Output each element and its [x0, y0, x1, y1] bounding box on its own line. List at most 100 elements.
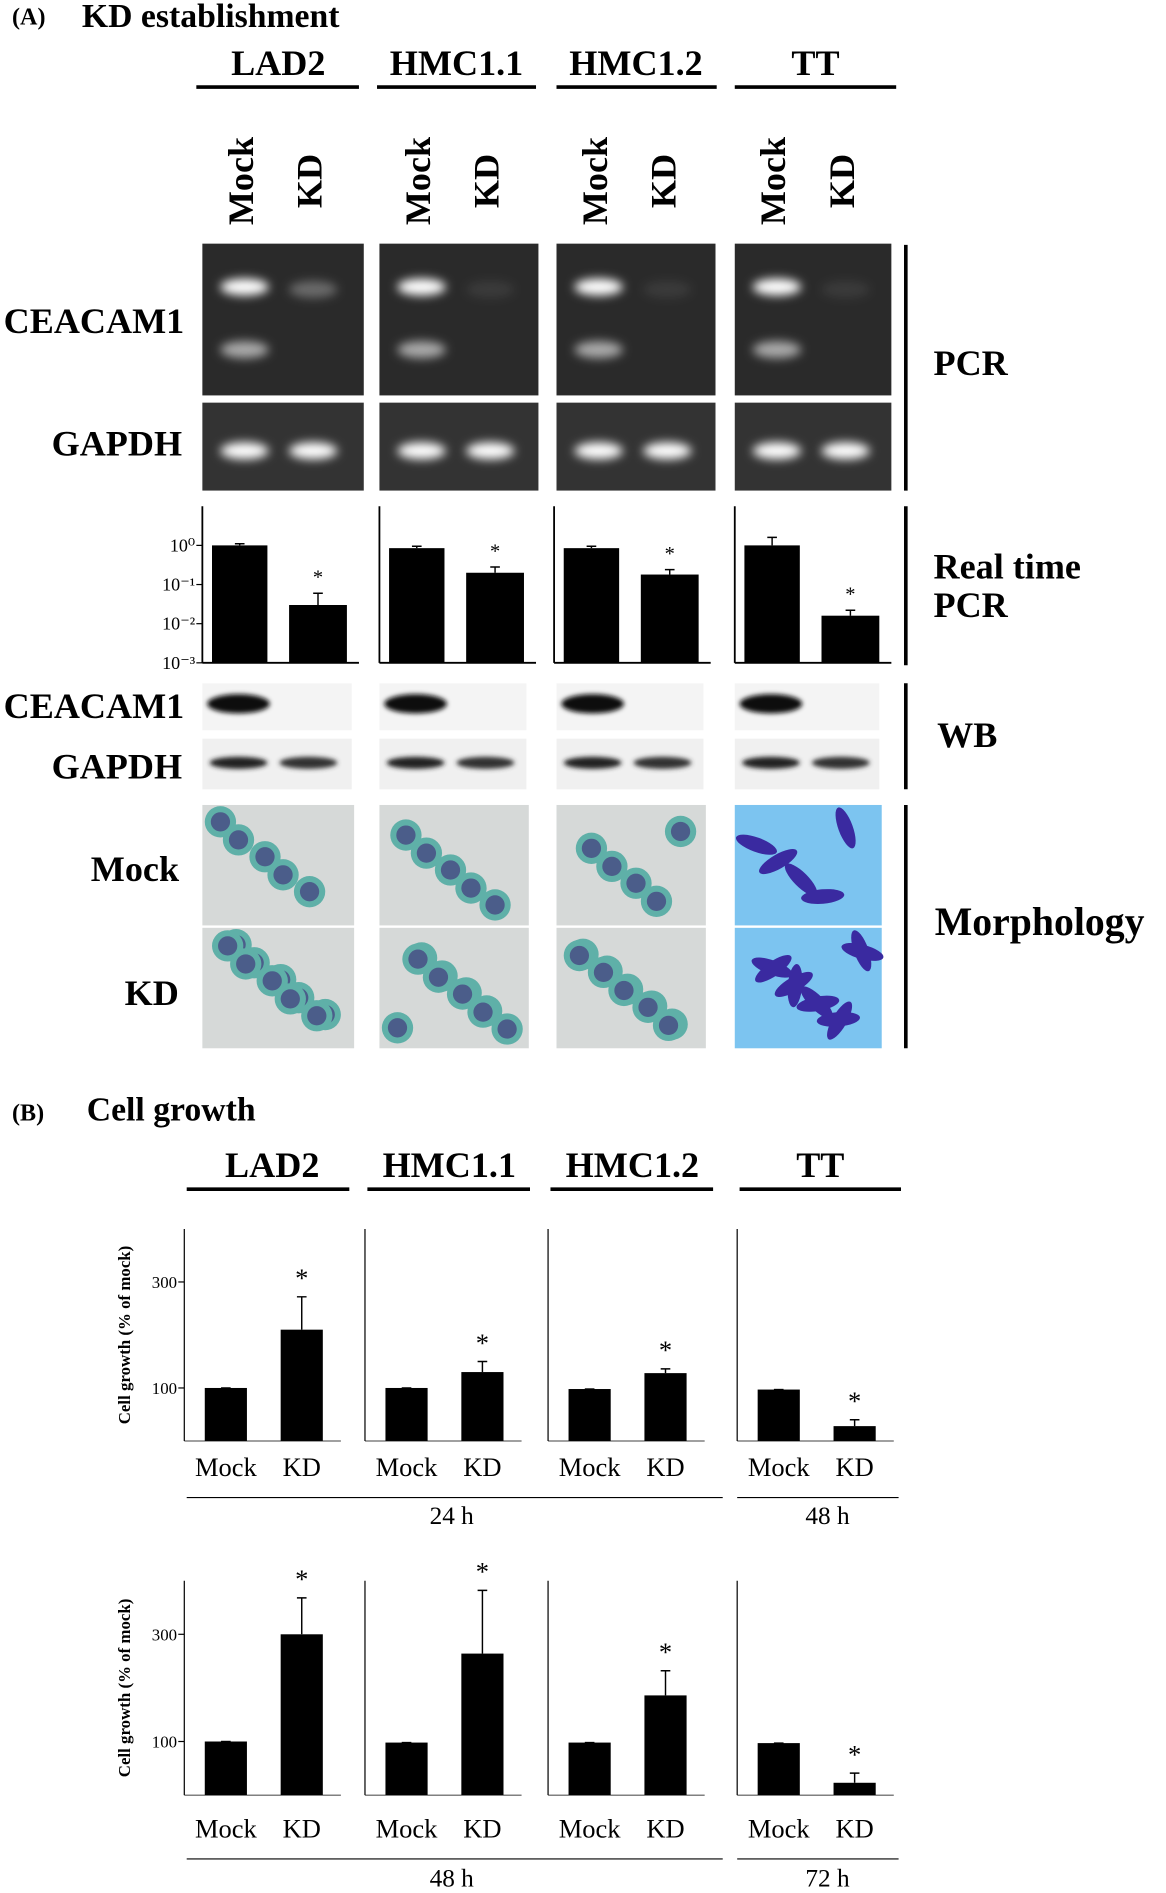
blot-band [742, 756, 800, 769]
bar [280, 1634, 323, 1796]
significance-mark: * [476, 1557, 489, 1587]
gel-band [574, 341, 623, 359]
cell-nucleus [255, 847, 275, 867]
lane-label: KD [289, 154, 329, 208]
cell-nucleus [593, 962, 614, 983]
error-bar [490, 566, 500, 573]
gel-band [821, 280, 870, 298]
section-label: PCR [934, 585, 1009, 625]
cell-nucleus [569, 945, 590, 966]
cell [827, 1001, 853, 1040]
blot-bands [739, 694, 870, 769]
error-bar [477, 1360, 488, 1373]
gel-band [643, 280, 692, 298]
time-label: 48 h [805, 1502, 850, 1530]
x-tick-label: KD [463, 1813, 501, 1843]
y-axis-label: Cell growth (% of mock) [115, 1246, 134, 1425]
cell-line-label: HMC1.1 [383, 1145, 516, 1185]
significance-mark: * [665, 543, 675, 565]
bar [204, 1741, 247, 1796]
y-tick-label: 10⁰ [170, 535, 195, 555]
x-tick-label: KD [283, 1813, 321, 1843]
lane-label: KD [467, 154, 507, 208]
bar [644, 1695, 687, 1796]
gel-band [397, 442, 446, 460]
panel-label: (A) [12, 4, 45, 30]
cell-nucleus [658, 1015, 679, 1036]
cell-nucleus [602, 856, 622, 877]
bar [466, 572, 524, 663]
cell [787, 964, 803, 1008]
x-tick-label: Mock [195, 1452, 258, 1482]
cell-line-label: LAD2 [231, 43, 325, 83]
row-label: GAPDH [52, 424, 182, 464]
cell [796, 995, 840, 1012]
y-tick-label: 300 [152, 1625, 177, 1644]
lane-label: Mock [575, 136, 615, 225]
error-bar [296, 1296, 307, 1330]
x-tick-label: KD [463, 1452, 501, 1482]
significance-mark: * [313, 567, 323, 589]
cell-nucleus [210, 812, 231, 832]
cell-nucleus [396, 825, 416, 845]
gel-bands [220, 278, 338, 460]
bar [563, 548, 620, 663]
cell-nucleus [307, 1006, 327, 1026]
significance-mark: * [659, 1335, 672, 1365]
gel-band [220, 442, 269, 460]
error-bar [660, 1670, 671, 1696]
error-bar [313, 592, 323, 606]
gel-band [220, 341, 269, 359]
panel-label: (B) [12, 1101, 44, 1127]
blot-band [279, 756, 338, 769]
error-bar [586, 545, 597, 549]
blot-band [386, 756, 445, 769]
bar [289, 605, 347, 663]
row-label: GAPDH [52, 746, 182, 786]
gel-band [752, 278, 802, 296]
y-tick-label: 10⁻³ [162, 653, 196, 673]
cell-nucleus [299, 882, 320, 902]
x-tick-label: Mock [376, 1452, 439, 1482]
cell-line-label: TT [791, 43, 839, 83]
lane-label: Mock [753, 136, 793, 225]
blot-band [633, 756, 692, 769]
error-bar [849, 1772, 860, 1783]
x-tick-label: Mock [559, 1452, 622, 1482]
blot-bands [207, 694, 338, 769]
error-bar [411, 545, 422, 549]
gel-image [202, 243, 364, 396]
bar [821, 615, 880, 663]
blot-band [563, 756, 622, 769]
cell-nucleus [387, 1018, 408, 1038]
cell-nucleus [581, 838, 602, 858]
row-label: KD [125, 973, 179, 1013]
blot-band [209, 756, 268, 769]
gel-band [289, 442, 338, 460]
gel-bands [397, 278, 515, 460]
cell-nucleus [262, 971, 282, 991]
significance-mark: * [295, 1263, 308, 1293]
cell-line-label: HMC1.1 [390, 43, 523, 83]
cell [835, 807, 856, 849]
x-tick-label: Mock [748, 1452, 811, 1482]
bar [757, 1743, 800, 1796]
error-bar [664, 568, 675, 575]
significance-mark: * [490, 540, 500, 562]
x-tick-label: Mock [195, 1813, 258, 1843]
bar [833, 1782, 876, 1796]
bar [568, 1389, 611, 1441]
cell-nucleus [416, 843, 437, 863]
gel-band [574, 278, 623, 296]
significance-mark: * [659, 1637, 672, 1667]
x-tick-label: KD [835, 1813, 873, 1843]
section-label: Real time [934, 547, 1081, 587]
gel-band [397, 341, 446, 359]
cell-nucleus [228, 830, 249, 850]
section-label: Morphology [935, 900, 1145, 944]
bar [644, 1373, 687, 1441]
bar [280, 1329, 323, 1441]
bar [461, 1653, 504, 1796]
row-label: CEACAM1 [4, 301, 185, 341]
